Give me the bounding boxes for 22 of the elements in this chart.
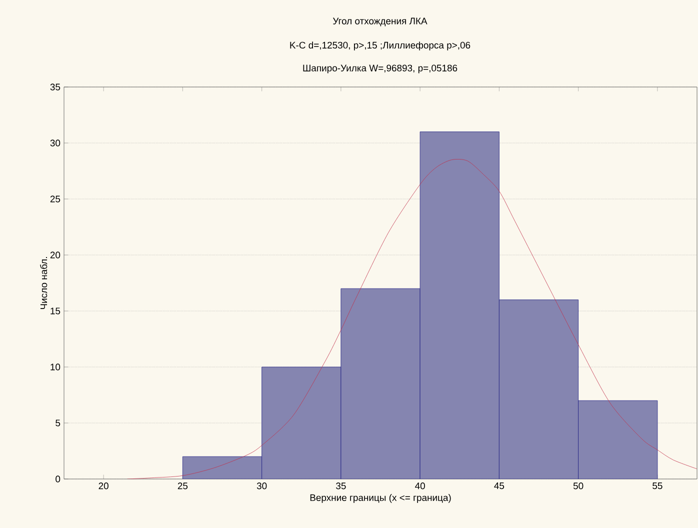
x-tick-label: 45	[494, 482, 504, 490]
y-tick-label: 30	[50, 140, 60, 146]
x-tick-label: 40	[415, 482, 425, 490]
x-tick-label: 50	[573, 482, 584, 490]
line-series	[127, 159, 698, 479]
chart-title: Угол отхождения ЛКА	[332, 18, 428, 26]
x-tick-label: 20	[98, 482, 108, 490]
x-tick-label: 55	[652, 482, 662, 490]
y-tick-label: 10	[50, 364, 60, 370]
y-tick-label: 20	[50, 252, 60, 258]
y-tick-label: 0	[56, 476, 60, 482]
y-tick-label: 5	[56, 420, 60, 426]
y-tick-label: 25	[50, 196, 60, 202]
text: Шапиро-Уилка W=,96893, p=,05186	[303, 64, 458, 74]
x-axis-title: Верхние границы (x <= граница)	[310, 494, 451, 503]
chart-subtitle: K-C d=,12530, p>,15 ;Лиллиефорса p>,06	[290, 42, 470, 50]
x-tick-label: 30	[256, 482, 267, 490]
y-tick-label: 35	[50, 84, 60, 90]
y-tick-label: 15	[50, 308, 60, 314]
x-tick-label: 25	[178, 482, 188, 490]
x-tick-label: 35	[336, 482, 346, 490]
y-axis-title: Число набл.	[40, 257, 48, 310]
